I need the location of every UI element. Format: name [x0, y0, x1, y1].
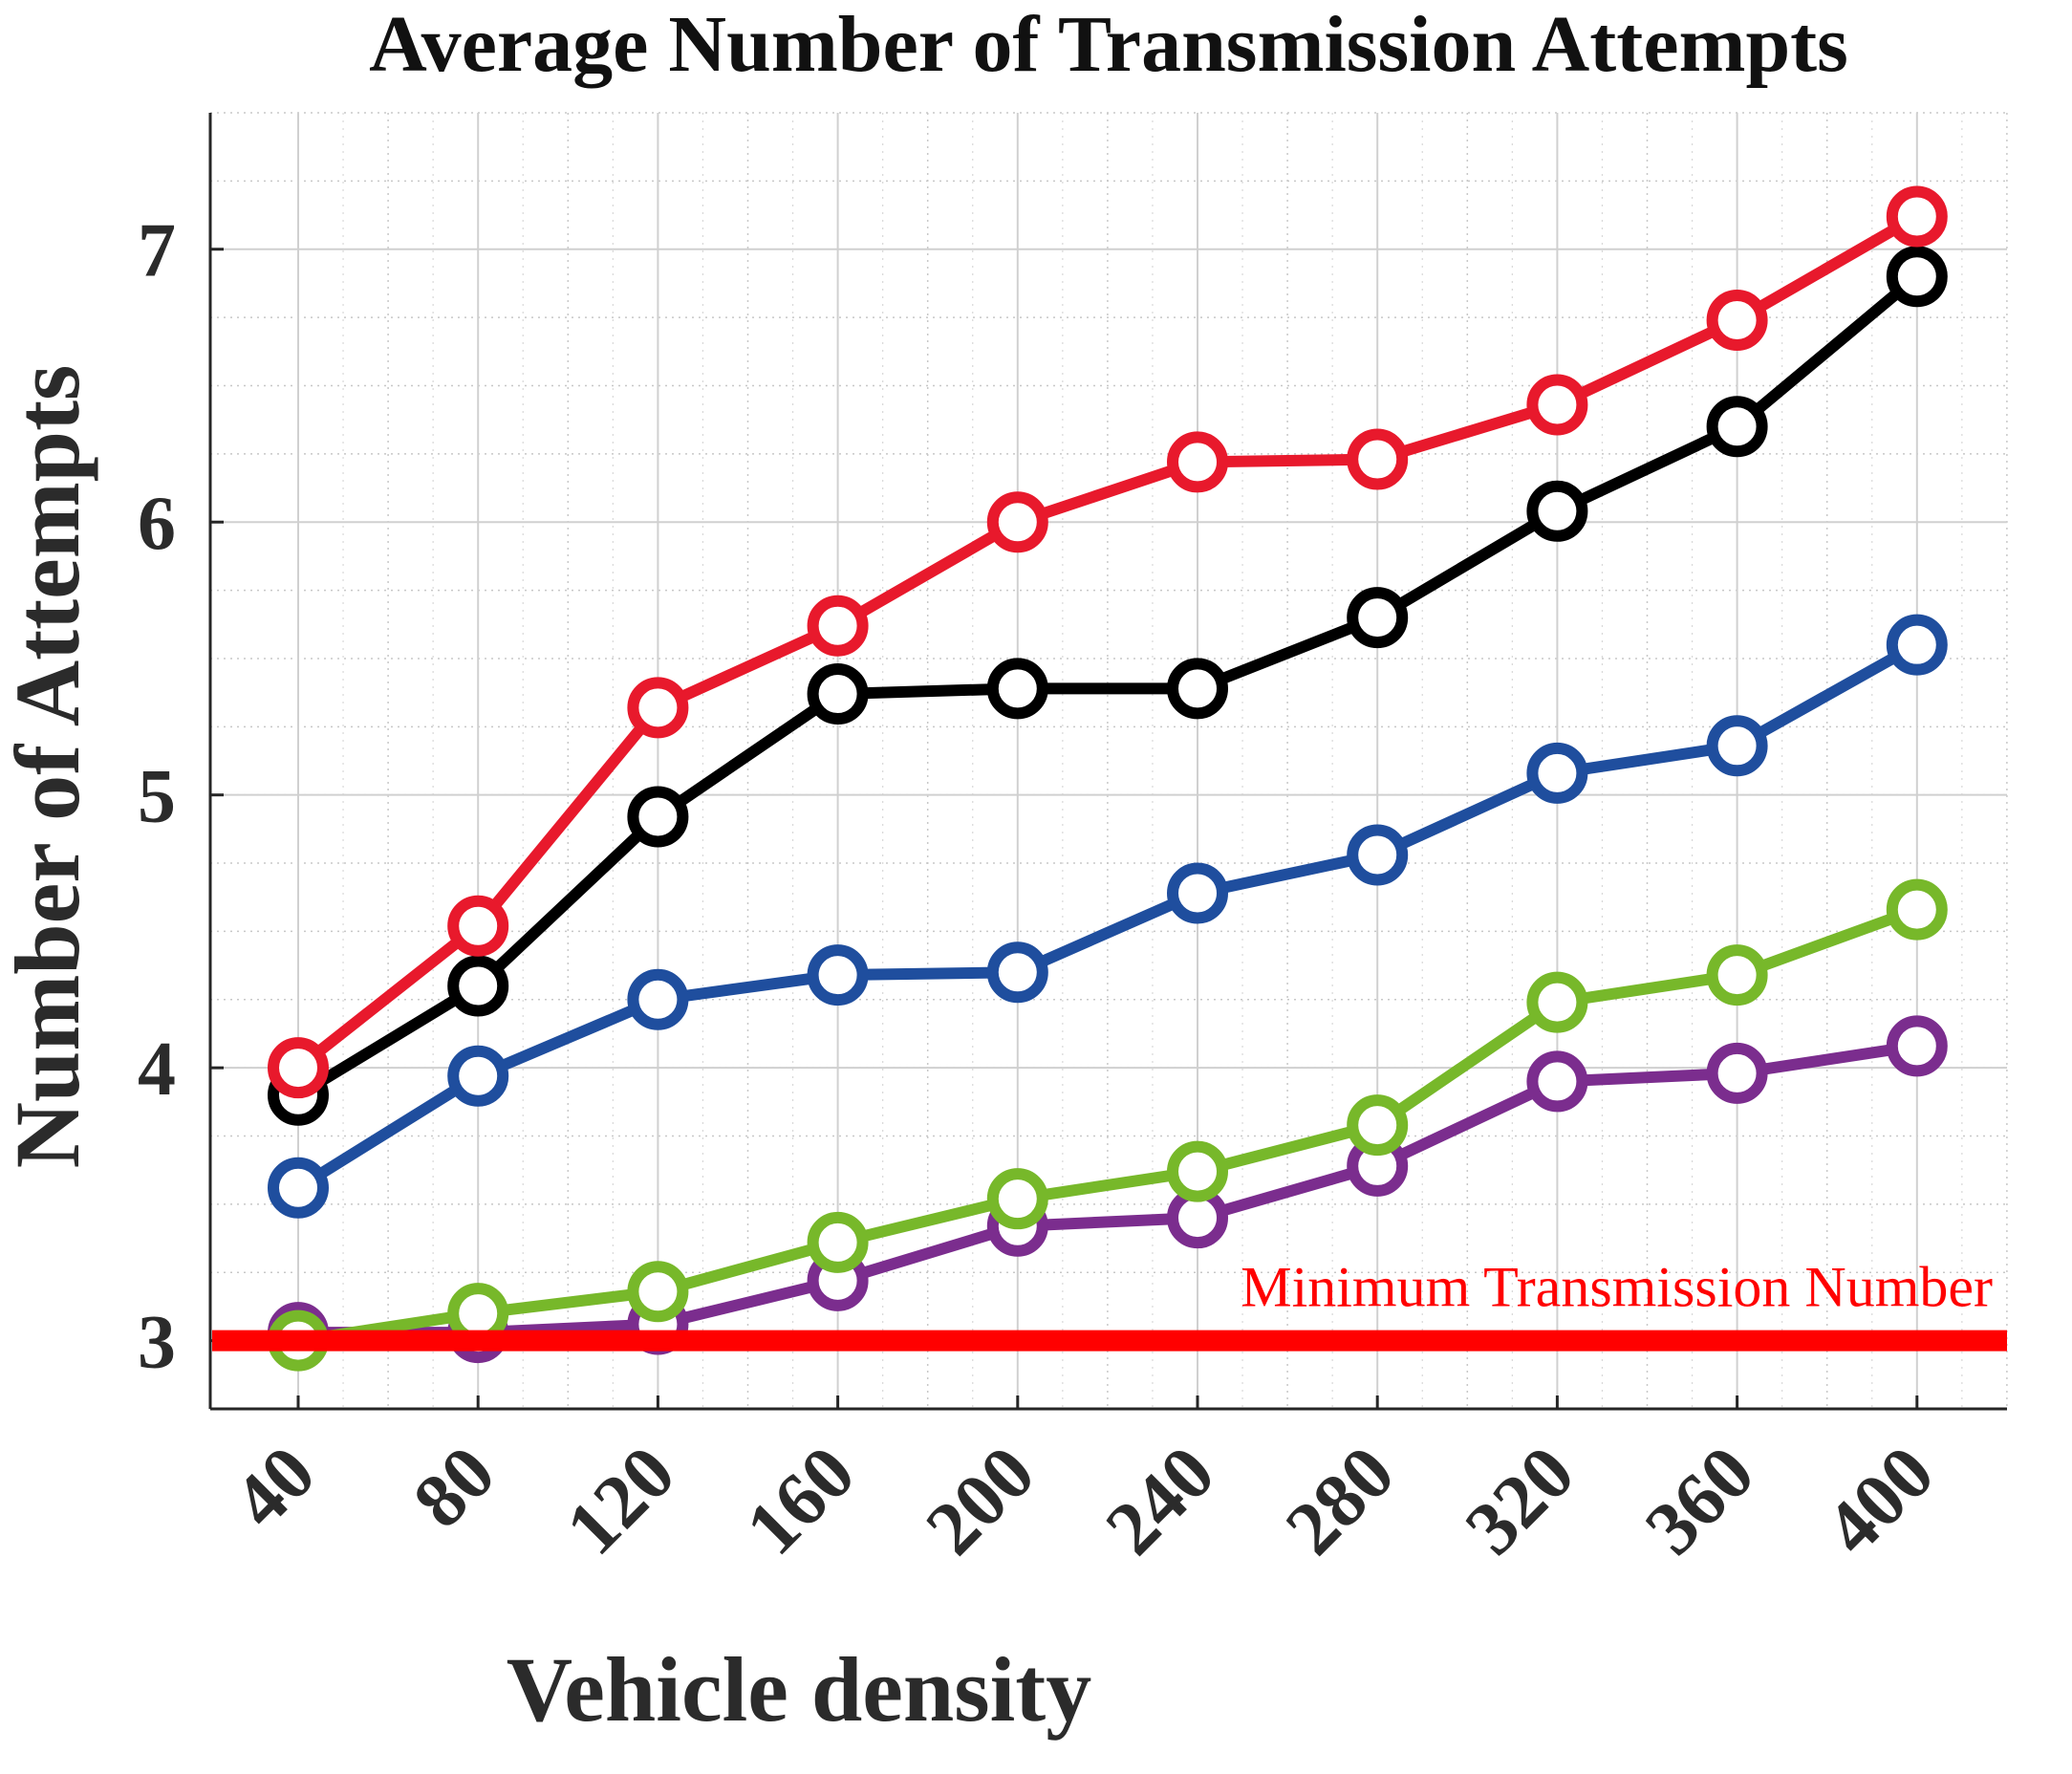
y-tick-label: 5 — [138, 755, 176, 839]
series-3-point — [1526, 742, 1588, 804]
series-2-point — [986, 1168, 1048, 1230]
series-line-5 — [292, 210, 1923, 1074]
series-5-point — [447, 895, 509, 957]
series-4-point — [1886, 246, 1948, 308]
series-4-point — [1167, 658, 1228, 720]
series-3-point — [986, 941, 1048, 1004]
series-3-point — [1886, 614, 1948, 676]
series-2-point — [1706, 944, 1768, 1006]
series-2-point — [1886, 878, 1948, 941]
y-tick-labels: 3 4 5 6 7 — [138, 209, 176, 1385]
series-4-point — [986, 658, 1048, 720]
series-4-point — [1706, 396, 1768, 458]
series-line-3 — [292, 638, 1923, 1194]
series-2-point — [807, 1211, 869, 1273]
y-tick-label: 3 — [138, 1301, 176, 1385]
axes — [208, 113, 2007, 1411]
series-4-point — [807, 663, 869, 725]
series-1-point — [1886, 1015, 1948, 1077]
series-2-point — [1347, 1094, 1409, 1157]
y-tick-label: 6 — [138, 482, 176, 566]
series-3-point — [268, 1157, 329, 1219]
reference-line-label: Minimum Transmission Number — [1241, 1256, 1993, 1319]
series-5-point — [1886, 185, 1948, 248]
series-5-point — [1526, 374, 1588, 436]
y-axis-label: Number of Attempts — [0, 365, 98, 1169]
x-axis-label: Vehicle density — [507, 1638, 1091, 1741]
series-3-point — [1347, 824, 1409, 886]
series-4-point — [1526, 480, 1588, 542]
series-3-point — [627, 968, 689, 1030]
series-line-4 — [292, 270, 1923, 1101]
series-3-point — [1706, 715, 1768, 777]
series-3-point — [447, 1045, 509, 1107]
series-4-point — [1347, 587, 1409, 649]
series-5-point — [1167, 431, 1228, 493]
chart-title: Average Number of Transmission Attempts — [369, 0, 1848, 89]
series-1-point — [1706, 1042, 1768, 1104]
series-5-point — [807, 595, 869, 657]
series-line-2 — [292, 903, 1923, 1347]
series-2-point — [1167, 1140, 1228, 1202]
series-5-point — [268, 1037, 329, 1099]
series-line-1 — [292, 1040, 1923, 1339]
series-3-point — [1167, 862, 1228, 924]
y-tick-label: 4 — [138, 1028, 176, 1112]
series-3-point — [807, 944, 869, 1006]
series-lines — [268, 185, 1948, 1372]
series-5-point — [1347, 428, 1409, 490]
series-2-point — [627, 1261, 689, 1323]
reference-line-group: Minimum Transmission Number — [212, 1256, 2007, 1352]
series-4-point — [447, 955, 509, 1017]
series-4-point — [627, 786, 689, 848]
series-5-point — [1706, 289, 1768, 351]
series-5-point — [627, 677, 689, 739]
series-5-point — [986, 491, 1048, 553]
y-tick-label: 7 — [138, 209, 176, 293]
series-2-point — [1526, 971, 1588, 1033]
series-1-point — [1526, 1050, 1588, 1113]
